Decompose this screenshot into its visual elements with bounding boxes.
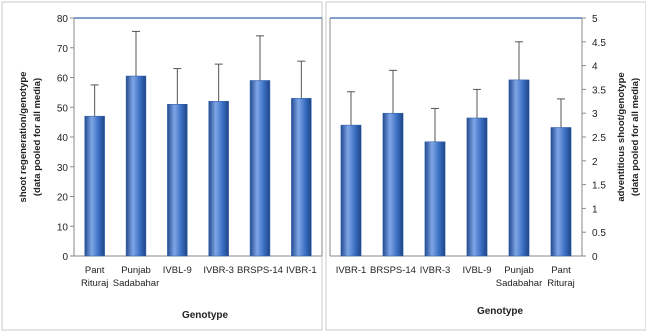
x-axis-label: Genotype bbox=[477, 306, 524, 317]
shoot-regeneration-chart: 0 10 20 30 40 50 60 70 80 shoot regeneration/geno… bbox=[1, 1, 323, 331]
y-tick-label: 1.5 bbox=[592, 181, 606, 192]
y-axis-label: adventitious shoot/genotype bbox=[616, 72, 627, 201]
y-tick-label: 20 bbox=[57, 193, 69, 204]
category-label: Sadabahar bbox=[113, 278, 159, 289]
bar bbox=[84, 115, 105, 257]
bar bbox=[466, 117, 488, 257]
category-label: IVBL-9 bbox=[462, 265, 491, 276]
y-tick-label: 4 bbox=[592, 62, 598, 73]
y-tick-label: 10 bbox=[57, 222, 69, 233]
y-axis-label-sub: (data pooled for all media) bbox=[630, 78, 641, 196]
bar bbox=[382, 112, 404, 257]
y-tick-label: 60 bbox=[57, 74, 69, 85]
category-label: Sadabahar bbox=[496, 278, 542, 289]
y-tick-label: 50 bbox=[57, 103, 69, 114]
y-tick-label: 40 bbox=[57, 133, 69, 144]
category-label: Pant bbox=[85, 265, 105, 276]
y-tick-label: 5 bbox=[592, 14, 598, 25]
category-label: Punjab bbox=[121, 265, 151, 276]
category-label: IVBR-1 bbox=[286, 265, 317, 276]
category-label: IVBR-3 bbox=[203, 265, 234, 276]
bar bbox=[291, 98, 312, 257]
y-axis-label-sub: (data pooled for all media) bbox=[32, 78, 43, 196]
category-label: BRSPS-14 bbox=[370, 265, 416, 276]
bar bbox=[550, 127, 572, 257]
x-axis-label: Genotype bbox=[182, 310, 229, 321]
category-label: IVBR-1 bbox=[336, 265, 367, 276]
panel-frame bbox=[325, 1, 646, 331]
y-tick-label: 0 bbox=[62, 252, 68, 263]
y-tick-label: 2.5 bbox=[592, 133, 606, 144]
y-tick-label: 2 bbox=[592, 157, 598, 168]
bar bbox=[424, 141, 446, 257]
y-tick-label: 0 bbox=[592, 252, 598, 263]
category-label: Rituraj bbox=[81, 278, 108, 289]
category-label: Rituraj bbox=[547, 278, 574, 289]
bar bbox=[167, 104, 188, 257]
y-tick-label: 70 bbox=[57, 44, 69, 55]
bar bbox=[508, 79, 530, 257]
y-tick-label: 3 bbox=[592, 109, 598, 120]
bar bbox=[125, 75, 147, 257]
category-label: IVBL-9 bbox=[163, 265, 192, 276]
adventitious-shoot-chart: 0 0.5 1 1.5 2 2.5 3 3.5 4 4.5 5 adventitious shoot/… bbox=[325, 1, 646, 331]
bar bbox=[249, 80, 271, 257]
category-label: Pant bbox=[551, 265, 571, 276]
bar bbox=[208, 101, 229, 257]
panel-frame bbox=[1, 1, 323, 331]
category-label: Punjab bbox=[504, 265, 534, 276]
category-label: BRSPS-14 bbox=[237, 265, 283, 276]
y-tick-label: 3.5 bbox=[592, 85, 606, 96]
y-tick-label: 1 bbox=[592, 204, 598, 215]
y-tick-label: 30 bbox=[57, 163, 69, 174]
y-tick-label: 0.5 bbox=[592, 228, 606, 239]
y-axis-label: shoot regeneration/genotype bbox=[18, 72, 29, 203]
bar bbox=[340, 124, 362, 257]
y-tick-label: 4.5 bbox=[592, 38, 606, 49]
y-tick-label: 80 bbox=[57, 14, 69, 25]
category-label: IVBR-3 bbox=[420, 265, 451, 276]
